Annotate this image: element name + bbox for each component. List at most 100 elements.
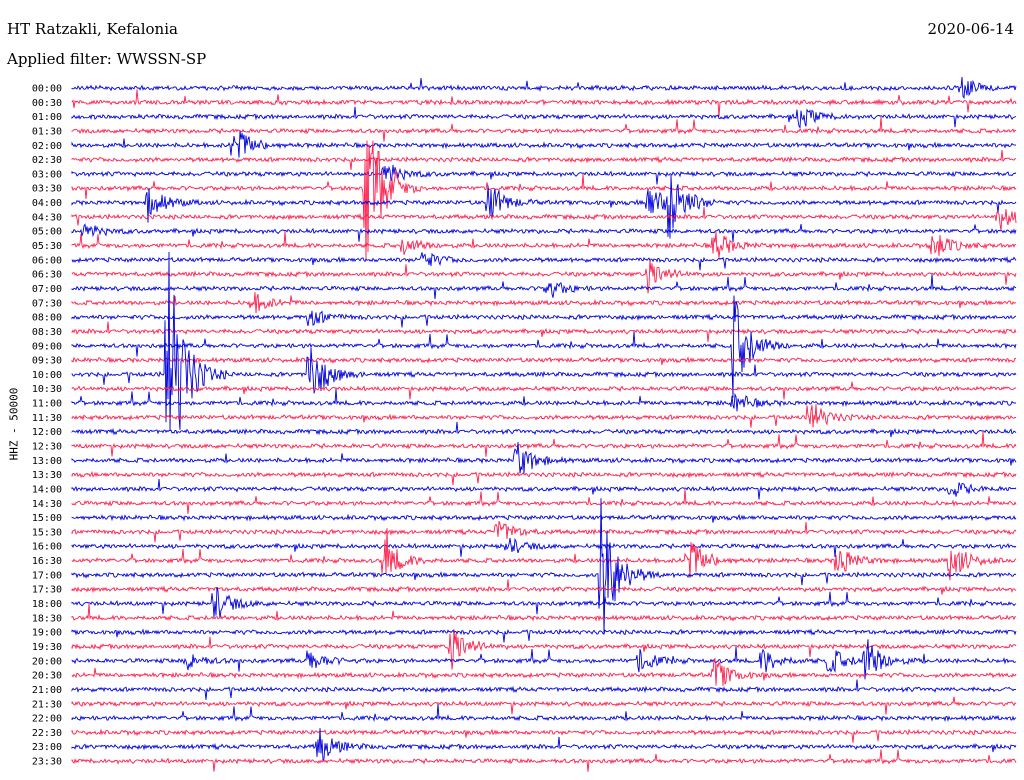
- time-label: 00:00: [32, 84, 62, 95]
- time-label: 18:00: [32, 599, 62, 610]
- time-label: 01:00: [32, 112, 62, 123]
- trace-line: [71, 164, 1017, 185]
- time-label: 15:00: [32, 513, 62, 524]
- trace-line: [71, 106, 1017, 129]
- trace-line: [71, 76, 1017, 100]
- trace-line: [71, 207, 1017, 231]
- time-label: 07:00: [32, 284, 62, 295]
- trace-line: [71, 223, 1017, 242]
- time-label: 21:00: [32, 685, 62, 696]
- time-label: 22:30: [32, 728, 62, 739]
- trace-line: [71, 381, 1017, 400]
- time-label: 13:00: [32, 456, 62, 467]
- time-label: 21:30: [32, 699, 62, 710]
- time-label: 10:30: [32, 384, 62, 395]
- trace-line: [71, 521, 1017, 543]
- trace-line: [71, 537, 1017, 557]
- time-label: 04:30: [32, 212, 62, 223]
- trace-line: [71, 295, 1017, 398]
- time-label: 00:30: [32, 98, 62, 109]
- trace-line: [71, 292, 1017, 314]
- trace-line: [71, 274, 1017, 300]
- trace-line: [71, 140, 1017, 261]
- trace-line: [71, 629, 1017, 670]
- time-label: 17:00: [32, 570, 62, 581]
- trace-line: [71, 749, 1017, 772]
- trace-line: [71, 388, 1016, 412]
- time-label: 15:30: [32, 527, 62, 538]
- trace-line: [71, 628, 1017, 643]
- time-label: 03:30: [32, 184, 62, 195]
- station-name: HT Ratzakli, Kefalonia: [7, 20, 178, 38]
- time-label: 20:30: [32, 671, 62, 682]
- time-label: 02:00: [32, 141, 62, 152]
- time-label: 14:00: [32, 484, 62, 495]
- trace-line: [71, 586, 1017, 619]
- trace-line: [71, 528, 1017, 581]
- trace-line: [71, 421, 1017, 438]
- trace-line: [71, 703, 1017, 723]
- trace-line: [71, 174, 1017, 239]
- time-label: 05:30: [32, 241, 62, 252]
- time-label: 06:00: [32, 255, 62, 266]
- time-label: 23:30: [32, 757, 62, 768]
- trace-line: [71, 252, 1017, 271]
- trace-line: [71, 130, 1017, 158]
- trace-line: [71, 149, 1017, 171]
- trace-line: [71, 310, 1017, 328]
- trace-line: [71, 321, 1017, 343]
- time-label: 20:00: [32, 656, 62, 667]
- time-label: 09:30: [32, 356, 62, 367]
- time-label: 19:00: [32, 628, 62, 639]
- time-label: 12:30: [32, 442, 62, 453]
- trace-line: [71, 404, 1017, 428]
- time-label: 05:00: [32, 227, 62, 238]
- trace-line: [71, 479, 1017, 500]
- time-label: 08:30: [32, 327, 62, 338]
- time-label: 02:30: [32, 155, 62, 166]
- time-label: 16:30: [32, 556, 62, 567]
- trace-line: [71, 259, 1017, 294]
- trace-line: [71, 603, 1017, 622]
- trace-line: [71, 442, 1017, 474]
- trace-line: [71, 513, 1017, 523]
- time-label: 23:00: [32, 742, 62, 753]
- time-label: 16:00: [32, 542, 62, 553]
- trace-line: [71, 679, 1017, 700]
- trace-line: [71, 470, 1017, 486]
- time-label: 03:00: [32, 169, 62, 180]
- time-label: 17:30: [32, 585, 62, 596]
- trace-line: [71, 356, 1017, 366]
- trace-line: [71, 639, 1017, 680]
- time-label: 04:00: [32, 198, 62, 209]
- trace-line: [71, 696, 1017, 715]
- time-label: 13:30: [32, 470, 62, 481]
- trace-line: [71, 116, 1017, 142]
- trace-line: [71, 89, 1017, 117]
- time-label: 19:30: [32, 642, 62, 653]
- record-date: 2020-06-14: [927, 20, 1014, 38]
- trace-line: [71, 231, 1017, 258]
- time-label: 22:00: [32, 714, 62, 725]
- time-label: 06:30: [32, 270, 62, 281]
- trace-line: [71, 579, 1017, 595]
- filter-label: Applied filter: WWSSN-SP: [7, 50, 207, 68]
- time-label: 08:00: [32, 313, 62, 324]
- time-label: 09:00: [32, 341, 62, 352]
- time-label: 18:30: [32, 613, 62, 624]
- time-label: 11:00: [32, 399, 62, 410]
- time-label: 10:00: [32, 370, 62, 381]
- trace-line: [71, 657, 1017, 686]
- time-label: 07:30: [32, 298, 62, 309]
- trace-line: [71, 488, 1017, 514]
- trace-line: [71, 251, 1017, 431]
- trace-line: [71, 498, 1017, 635]
- time-label: 12:00: [32, 427, 62, 438]
- time-label: 11:30: [32, 413, 62, 424]
- trace-line: [71, 728, 1017, 763]
- time-label: 14:30: [32, 499, 62, 510]
- trace-line: [71, 728, 1017, 743]
- time-label: 01:30: [32, 126, 62, 137]
- trace-line: [71, 431, 1017, 457]
